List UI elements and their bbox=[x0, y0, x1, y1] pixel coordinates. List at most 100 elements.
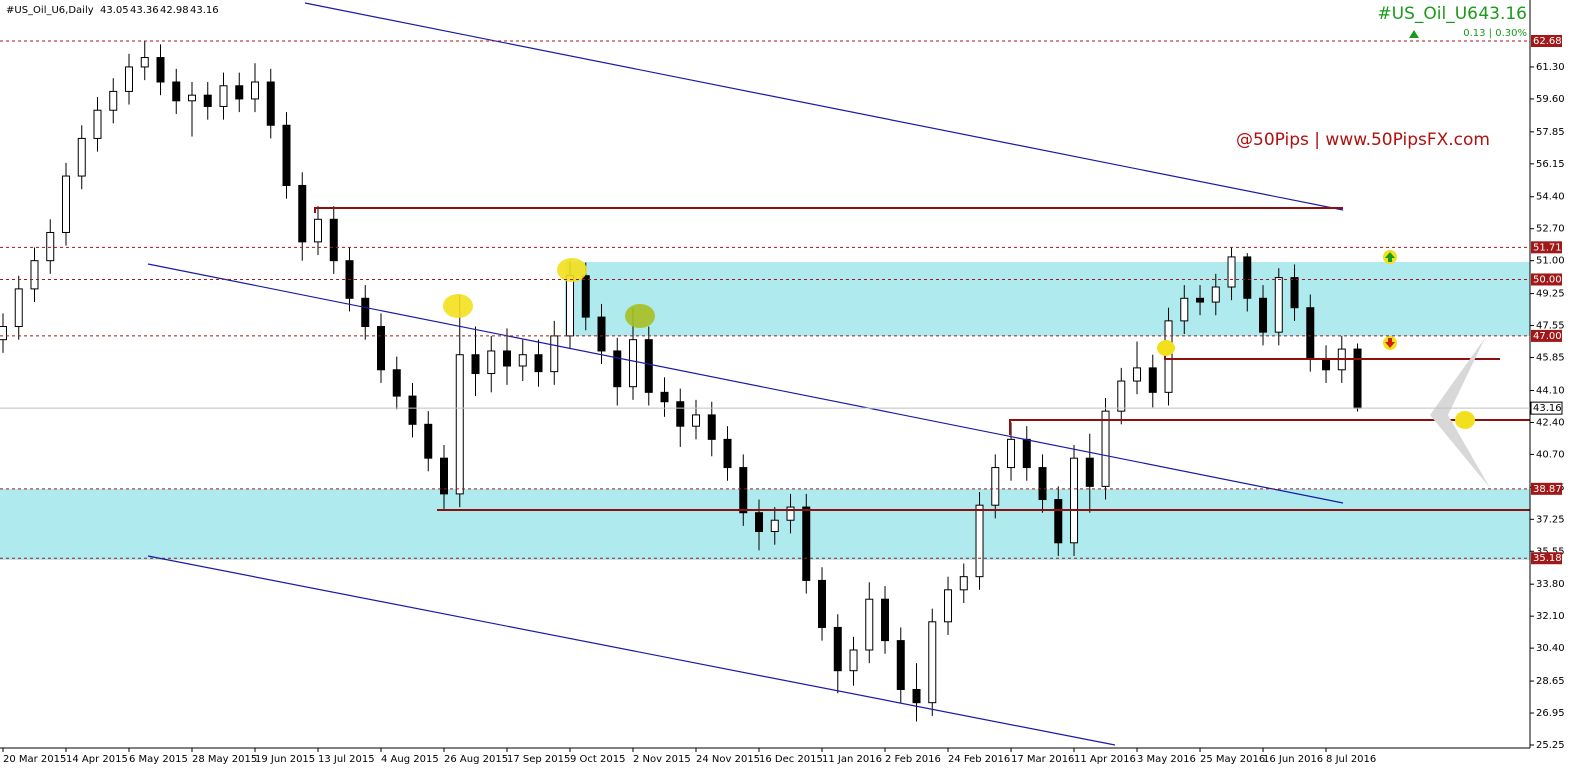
candle-body bbox=[833, 626, 842, 672]
y-tick-label: 28.65 bbox=[1536, 676, 1565, 687]
candle-body bbox=[550, 335, 559, 373]
x-tick-label: 14 Apr 2015 bbox=[66, 754, 128, 765]
candle-body bbox=[408, 395, 417, 425]
candle-body bbox=[581, 275, 590, 318]
y-tick-label: 33.80 bbox=[1536, 579, 1565, 590]
candle-body bbox=[46, 231, 55, 262]
y-tick-label: 42.40 bbox=[1536, 417, 1565, 428]
y-tick-label: 56.15 bbox=[1536, 159, 1565, 170]
candle-body bbox=[1259, 297, 1268, 333]
candle-body bbox=[314, 218, 323, 243]
candle-body bbox=[235, 85, 244, 100]
symbol: #US_Oil_U6,Daily bbox=[6, 5, 94, 16]
candle-body bbox=[613, 350, 622, 388]
candle-body bbox=[1117, 380, 1126, 412]
y-tick-label: 59.60 bbox=[1536, 94, 1565, 105]
zone bbox=[0, 489, 1530, 560]
candle-body bbox=[597, 316, 606, 352]
y-tick-label: 49.25 bbox=[1536, 289, 1565, 300]
candle-body bbox=[770, 519, 779, 533]
candle-body bbox=[1054, 499, 1063, 544]
candle-body bbox=[1101, 410, 1110, 487]
marker bbox=[625, 304, 655, 328]
signal-down-arrow bbox=[1385, 338, 1395, 348]
candle-body bbox=[1007, 438, 1016, 469]
channel bbox=[147, 2, 1344, 746]
candle-body bbox=[518, 354, 527, 367]
candle-body bbox=[802, 506, 811, 581]
candle-body bbox=[93, 109, 102, 139]
sr-line bbox=[314, 207, 1343, 213]
x-tick-label: 13 Jul 2015 bbox=[318, 754, 375, 765]
y-tick-label: 44.10 bbox=[1536, 385, 1565, 396]
quote-change: 0.13 | 0.30% bbox=[1463, 28, 1527, 39]
candle-body bbox=[991, 467, 1000, 506]
x-tick-label: 3 May 2016 bbox=[1137, 754, 1196, 765]
channel-line bbox=[147, 555, 1116, 746]
candle-body bbox=[975, 504, 984, 578]
candle-body bbox=[1274, 277, 1283, 333]
candle-body bbox=[896, 640, 905, 691]
candle-body bbox=[723, 438, 732, 469]
level-label-box bbox=[1531, 241, 1562, 254]
ohlc: 43.16 bbox=[190, 5, 219, 16]
candle-body bbox=[361, 297, 370, 328]
channel-line bbox=[304, 2, 1344, 211]
y-tick-label: 51.00 bbox=[1536, 256, 1565, 267]
x-tick-label: 20 Mar 2015 bbox=[3, 754, 66, 765]
y-tick-label: 57.85 bbox=[1536, 127, 1565, 138]
x-tick-label: 19 Jun 2015 bbox=[255, 754, 315, 765]
y-tick-label: 45.85 bbox=[1536, 353, 1565, 364]
y-tick-label: 37.25 bbox=[1536, 514, 1565, 525]
ohlc: 42.98 bbox=[160, 5, 189, 16]
candle-body bbox=[298, 184, 307, 243]
y-tick-label: 30.40 bbox=[1536, 643, 1565, 654]
y-tick-label: 35.55 bbox=[1536, 546, 1565, 557]
chevron bbox=[1430, 338, 1490, 488]
candle-body bbox=[786, 506, 795, 521]
x-tick-label: 11 Apr 2016 bbox=[1074, 754, 1136, 765]
candle-body bbox=[251, 81, 259, 100]
x-tick-label: 24 Nov 2015 bbox=[696, 754, 760, 765]
level-label: 62.68 bbox=[1533, 36, 1562, 47]
candle-body bbox=[739, 467, 748, 514]
candle-body bbox=[0, 326, 7, 341]
x-tick-label: 8 Jul 2016 bbox=[1326, 754, 1376, 765]
x-tick-label: 4 Aug 2015 bbox=[381, 754, 439, 765]
candle-body bbox=[707, 414, 716, 440]
candle-body bbox=[534, 354, 543, 373]
y-tick-label: 32.10 bbox=[1536, 611, 1565, 622]
candle-body bbox=[440, 457, 449, 495]
candle-body bbox=[282, 124, 291, 186]
x-tick-label: 28 May 2015 bbox=[192, 754, 257, 765]
sr-line bbox=[1009, 419, 1530, 435]
quote-symbol: #US_Oil_U6 bbox=[1377, 4, 1478, 24]
y-tick-label: 40.70 bbox=[1536, 449, 1565, 460]
level-label: 38.87 bbox=[1533, 484, 1562, 495]
candle-body bbox=[1322, 357, 1331, 371]
candle-body bbox=[266, 81, 275, 126]
candle-body bbox=[30, 260, 39, 290]
candle-body bbox=[912, 689, 921, 704]
level-label-box bbox=[1531, 273, 1562, 286]
candle-body bbox=[503, 350, 512, 367]
candle-body bbox=[377, 326, 386, 371]
candle-body bbox=[1290, 277, 1299, 309]
candle-body bbox=[849, 649, 858, 672]
up-triangle bbox=[1409, 30, 1419, 38]
candle-body bbox=[1148, 367, 1157, 393]
candle-body bbox=[1227, 256, 1236, 288]
level-label-box bbox=[1531, 552, 1562, 565]
candle-body bbox=[1085, 457, 1094, 487]
candle-body bbox=[692, 414, 701, 427]
zone bbox=[565, 262, 1530, 336]
y-tick-label: 26.95 bbox=[1536, 708, 1565, 719]
marker bbox=[443, 294, 473, 318]
y-tick-label: 25.25 bbox=[1536, 740, 1565, 751]
candle-body bbox=[1196, 297, 1205, 303]
candle-body bbox=[1038, 467, 1047, 501]
candle-body bbox=[818, 579, 827, 628]
x-tick-label: 17 Mar 2016 bbox=[1011, 754, 1074, 765]
candle-body bbox=[1243, 256, 1252, 299]
